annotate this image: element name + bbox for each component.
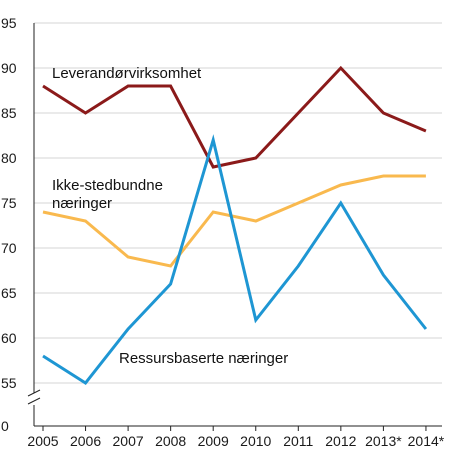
y-tick-label: 90 <box>1 60 17 76</box>
y-tick-label: 80 <box>1 150 17 166</box>
series-label-1: Leverandørvirksomhet <box>52 65 202 82</box>
x-tick-label: 2014* <box>408 433 445 449</box>
series-line-2 <box>42 174 426 268</box>
y-tick-label: 95 <box>1 15 17 31</box>
y-tick-label: 70 <box>1 240 17 256</box>
y-tick-label: 75 <box>1 195 17 211</box>
x-tick-label: 2008 <box>155 433 186 449</box>
series-label-3: Ressursbaserte næringer <box>119 350 288 367</box>
x-tick-label: 2006 <box>70 433 101 449</box>
y-tick-label: 0 <box>1 418 9 434</box>
y-tick-label: 55 <box>1 375 17 391</box>
x-tick-label: 2012 <box>325 433 356 449</box>
y-tick-label: 85 <box>1 105 17 121</box>
y-tick-label: 60 <box>1 330 17 346</box>
series-line-3 <box>42 134 428 385</box>
axis-break-mark <box>27 397 41 405</box>
x-tick-label: 2005 <box>27 433 58 449</box>
x-tick-label: 2009 <box>198 433 229 449</box>
series-lines <box>42 65 428 385</box>
x-tick-label: 2010 <box>240 433 271 449</box>
series-line-1 <box>42 65 427 169</box>
x-tick-label: 2013* <box>365 433 402 449</box>
series-label-line: Leverandørvirksomhet <box>52 65 202 82</box>
y-tick-label: 65 <box>1 285 17 301</box>
gridlines <box>34 22 442 384</box>
series-label-line: Ressursbaserte næringer <box>119 350 288 367</box>
series-label-2: Ikke-stedbundne næringer <box>52 177 163 212</box>
series-labels: Leverandørvirksomhet Ikke-stedbundne nærin… <box>52 65 288 367</box>
series-label-line: Ikke-stedbundne <box>52 177 163 194</box>
axes: 0 55 60 65 70 75 80 85 90 95 2005 2006 2007 2008 2009 2… <box>1 15 445 449</box>
axis-break-mark <box>27 389 41 397</box>
x-tick-label: 2011 <box>283 433 313 449</box>
series-label-line: næringer <box>52 195 112 212</box>
x-tick-label: 2007 <box>113 433 144 449</box>
